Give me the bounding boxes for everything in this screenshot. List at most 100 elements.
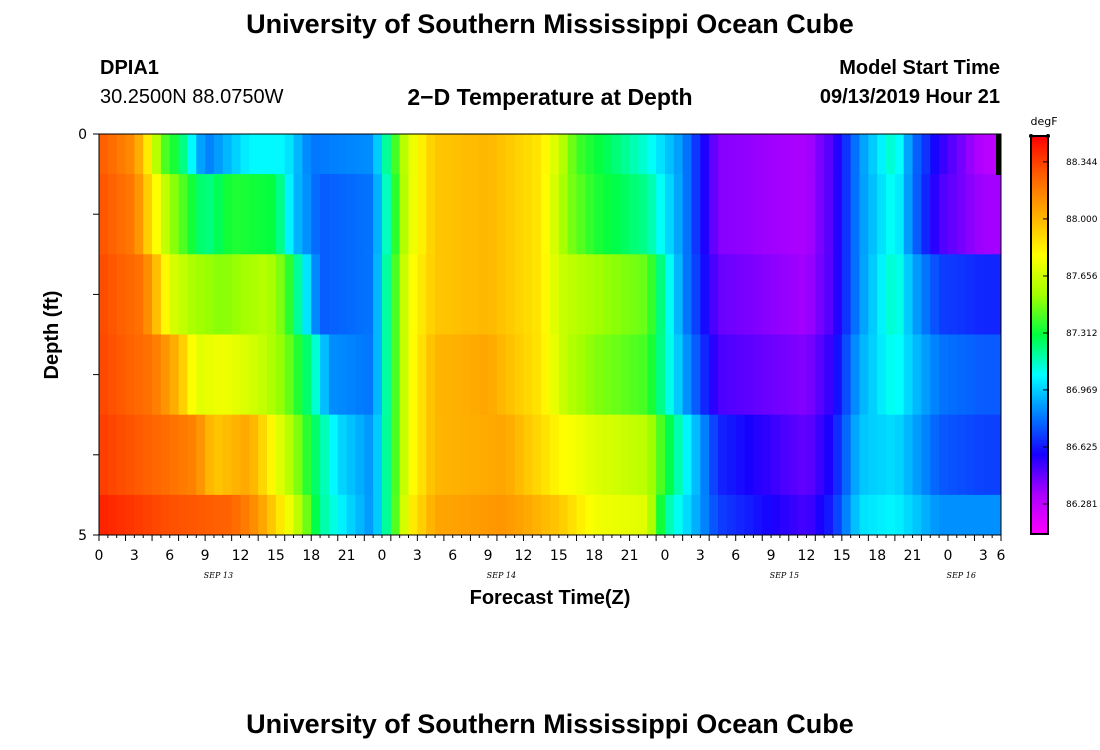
heatmap-cell <box>824 174 834 255</box>
heatmap-cell <box>603 414 613 496</box>
heatmap-cell <box>479 134 489 175</box>
heatmap-cell <box>594 254 604 335</box>
heatmap-cell <box>187 254 197 335</box>
colorbar-swatch <box>1031 492 1048 495</box>
heatmap-cell <box>373 494 383 535</box>
heatmap-cell <box>868 494 878 535</box>
heatmap-cell <box>461 174 472 255</box>
heatmap-cell <box>479 494 489 535</box>
colorbar-swatch <box>1031 222 1048 225</box>
heatmap-cell <box>249 334 259 416</box>
heatmap-cell <box>771 414 781 496</box>
colorbar-swatch <box>1031 530 1048 533</box>
heatmap-cell <box>744 254 754 335</box>
colorbar-swatch <box>1031 164 1048 167</box>
heatmap-cell <box>107 134 118 175</box>
heatmap-cell <box>381 134 392 175</box>
colorbar-swatch <box>1031 154 1048 157</box>
colorbar-swatch <box>1031 208 1048 211</box>
heatmap-cell <box>160 334 171 416</box>
heatmap-cell <box>258 174 268 255</box>
colorbar-swatch <box>1031 344 1048 347</box>
heatmap-cell <box>691 494 701 535</box>
colorbar-swatch <box>1031 376 1048 379</box>
heatmap-cell <box>541 494 551 535</box>
heatmap-cell <box>992 254 1001 335</box>
heatmap-cell <box>894 494 905 535</box>
colorbar-swatch <box>1031 196 1048 199</box>
heatmap-cell <box>603 134 613 175</box>
colorbar-swatch <box>1031 324 1048 327</box>
heatmap-cell <box>956 254 967 335</box>
heatmap-cell <box>205 494 215 535</box>
heatmap-cell <box>452 254 463 335</box>
colorbar-swatch <box>1031 462 1048 465</box>
heatmap-cell <box>532 414 542 496</box>
heatmap-cell <box>921 494 931 535</box>
heatmap-cell <box>700 334 710 416</box>
heatmap-cell <box>355 174 365 255</box>
heatmap-cell <box>974 254 984 335</box>
heatmap-cell <box>859 174 869 255</box>
heatmap-cell <box>169 254 180 335</box>
heatmap-cell <box>718 134 728 175</box>
heatmap-cell <box>381 494 392 535</box>
heatmap-cell <box>125 174 135 255</box>
colorbar-tick-label: 88.344 <box>1066 158 1098 168</box>
heatmap-cell <box>841 134 852 175</box>
heatmap-cell <box>355 414 365 496</box>
colorbar-swatch <box>1031 366 1048 369</box>
heatmap-cell <box>320 414 330 496</box>
heatmap-cell <box>222 254 233 335</box>
heatmap-cell <box>877 134 887 175</box>
heatmap-cell <box>231 254 242 335</box>
heatmap-cell <box>364 254 374 335</box>
colorbar-swatch <box>1031 258 1048 261</box>
colorbar-swatch <box>1031 312 1048 315</box>
heatmap-cell <box>249 254 259 335</box>
heatmap-cell <box>682 254 693 335</box>
heatmap-cell <box>169 414 180 496</box>
heatmap-cell <box>877 254 887 335</box>
heatmap-cell <box>187 334 197 416</box>
colorbar-swatch <box>1031 232 1048 235</box>
heatmap-cell <box>311 134 321 175</box>
heatmap-cell <box>974 414 984 496</box>
colorbar-swatch <box>1031 246 1048 249</box>
heatmap-cell <box>152 414 162 496</box>
heatmap-cell <box>523 254 533 335</box>
heatmap-cell <box>558 494 569 535</box>
heatmap-cell <box>231 414 242 496</box>
heatmap-cell <box>656 174 666 255</box>
heatmap-cell <box>709 254 719 335</box>
heatmap-cell <box>797 334 808 416</box>
heatmap-cell <box>213 414 224 496</box>
heatmap-cell <box>771 134 781 175</box>
heatmap-cell <box>992 334 1001 416</box>
heatmap-cell <box>426 334 436 416</box>
heatmap-cell <box>594 414 604 496</box>
heatmap-cell <box>762 134 772 175</box>
heatmap-cell <box>965 334 976 416</box>
heatmap-cell <box>258 134 268 175</box>
heatmap-cell <box>647 334 657 416</box>
heatmap-cell <box>550 254 560 335</box>
colorbar-swatch <box>1031 404 1048 407</box>
heatmap-cell <box>160 134 171 175</box>
colorbar-swatch <box>1031 516 1048 519</box>
heatmap-cell <box>143 494 153 535</box>
heatmap-cell <box>682 174 693 255</box>
colorbar-tick-label: 87.312 <box>1066 329 1098 339</box>
colorbar-swatch <box>1031 436 1048 439</box>
heatmap-cell <box>868 334 878 416</box>
heatmap-cell <box>293 334 303 416</box>
heatmap-cell <box>903 414 914 496</box>
heatmap-cell <box>479 414 489 496</box>
heatmap-cell <box>320 494 330 535</box>
heatmap-cell <box>320 254 330 335</box>
heatmap-cell <box>779 134 790 175</box>
colorbar-swatch <box>1031 380 1048 383</box>
heatmap-cell <box>373 334 383 416</box>
heatmap-cell <box>611 334 622 416</box>
heatmap-cell <box>302 414 312 496</box>
